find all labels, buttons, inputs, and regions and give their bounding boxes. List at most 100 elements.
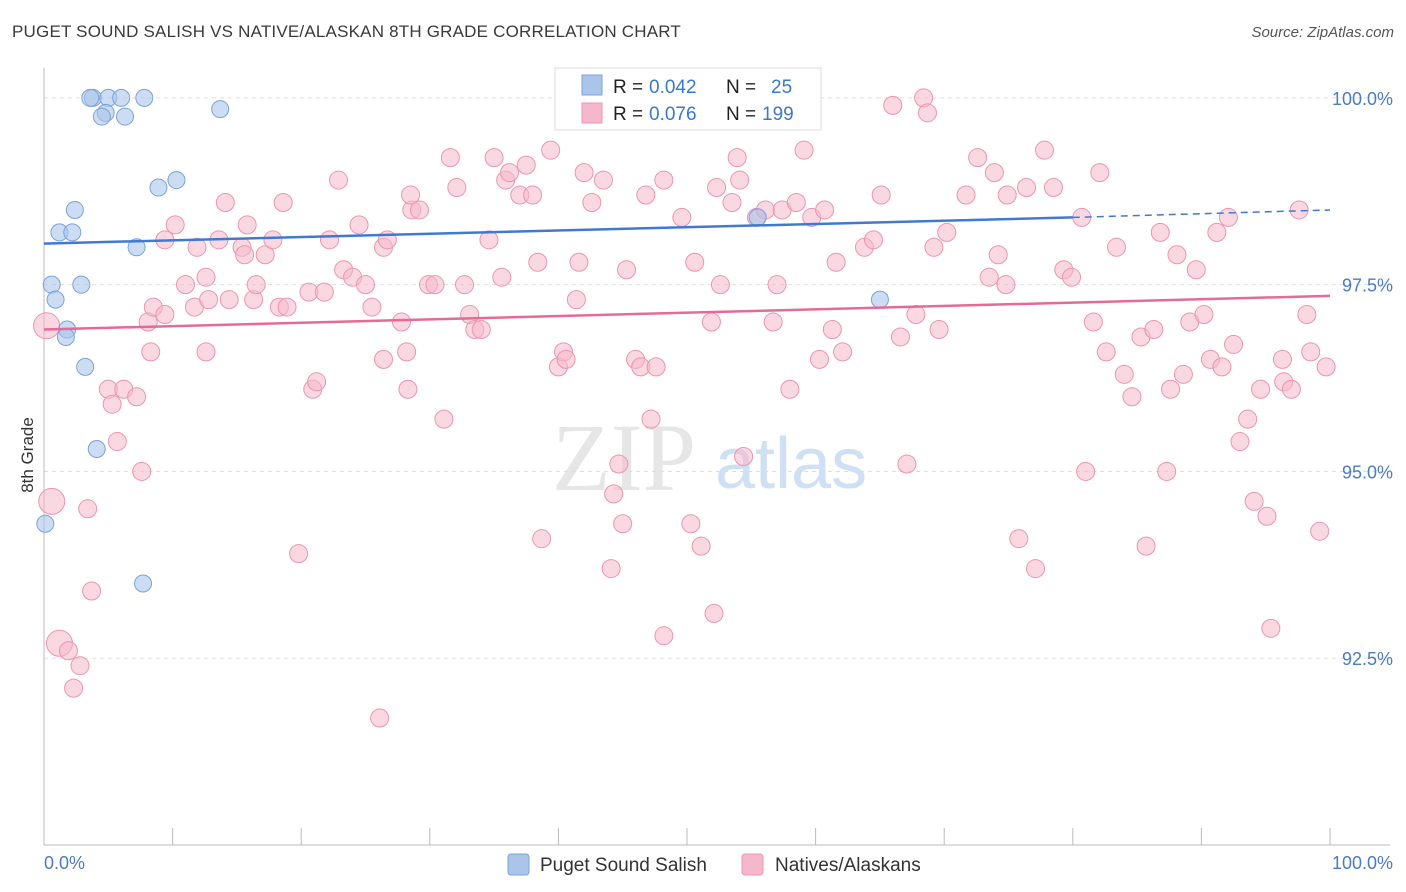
data-point-natives-alaskans (1017, 178, 1037, 198)
data-point-puget-sound-salish (135, 88, 154, 107)
data-point-natives-alaskans (968, 148, 988, 168)
data-point-natives-alaskans (1150, 222, 1170, 242)
data-point-natives-alaskans (196, 342, 216, 362)
data-point-natives-alaskans (516, 155, 536, 175)
data-point-natives-alaskans (215, 192, 235, 212)
data-point-natives-alaskans (701, 312, 721, 332)
data-point-natives-alaskans (1157, 461, 1177, 481)
chart-title: PUGET SOUND SALISH VS NATIVE/ALASKAN 8TH… (12, 22, 682, 41)
data-point-natives-alaskans (826, 252, 846, 272)
data-point-natives-alaskans (235, 245, 255, 265)
data-point-natives-alaskans (763, 312, 783, 332)
data-point-natives-alaskans (1194, 305, 1214, 325)
data-point-puget-sound-salish (748, 208, 767, 227)
x-ticks (43, 828, 1331, 845)
data-point-natives-alaskans (822, 319, 842, 339)
data-point-puget-sound-salish (167, 171, 186, 190)
data-point-puget-sound-salish (46, 290, 65, 309)
data-point-puget-sound-salish (92, 107, 111, 126)
data-point-natives-alaskans (906, 305, 926, 325)
data-point-puget-sound-salish (870, 290, 889, 309)
data-point-natives-alaskans (984, 163, 1004, 183)
data-point-natives-alaskans (636, 185, 656, 205)
data-point-natives-alaskans (1316, 357, 1336, 377)
data-point-natives-alaskans (617, 260, 637, 280)
data-point-natives-alaskans (1107, 237, 1127, 257)
data-point-natives-alaskans (447, 178, 467, 198)
data-point-natives-alaskans (593, 170, 613, 190)
data-point-puget-sound-salish (81, 88, 100, 107)
data-point-natives-alaskans (863, 230, 883, 250)
data-point-natives-alaskans (722, 192, 742, 212)
y-tick-label: 100.0% (1332, 89, 1393, 109)
data-point-natives-alaskans (786, 192, 806, 212)
data-point-natives-alaskans (1114, 364, 1134, 384)
data-point-natives-alaskans (349, 215, 369, 235)
data-point-natives-alaskans (492, 267, 512, 287)
data-point-natives-alaskans (64, 678, 84, 698)
legend-r-label-blue: R = (613, 77, 643, 98)
data-point-natives-alaskans (1161, 379, 1181, 399)
series-natives-alaskans (33, 88, 1336, 728)
data-point-natives-alaskans (362, 297, 382, 317)
data-point-natives-alaskans (1076, 461, 1096, 481)
data-point-natives-alaskans (523, 185, 543, 205)
data-point-natives-alaskans (685, 252, 705, 272)
data-point-natives-alaskans (78, 499, 98, 519)
trend-line-puget-sound-salish (43, 216, 1073, 245)
data-point-natives-alaskans (425, 275, 445, 295)
data-point-natives-alaskans (1144, 319, 1164, 339)
trend-line-extension-puget-sound-salish (1072, 209, 1331, 219)
trend-line-natives-alaskans (43, 294, 1331, 331)
data-point-natives-alaskans (1122, 387, 1142, 407)
legend-n-value-pink: 199 (762, 104, 794, 125)
legend-swatch-pink (581, 102, 603, 124)
data-point-puget-sound-salish (56, 327, 75, 346)
data-point-natives-alaskans (314, 282, 334, 302)
data-point-natives-alaskans (273, 192, 293, 212)
data-point-natives-alaskans (734, 447, 754, 466)
data-point-natives-alaskans (263, 230, 283, 250)
data-point-natives-alaskans (937, 222, 957, 242)
data-point-natives-alaskans (704, 603, 724, 623)
data-point-natives-alaskans (175, 275, 195, 295)
data-point-natives-alaskans (370, 708, 390, 728)
bottom-legend-swatch-blue (507, 853, 530, 876)
data-point-natives-alaskans (956, 185, 976, 205)
data-point-natives-alaskans (155, 305, 175, 325)
data-point-natives-alaskans (727, 148, 747, 168)
data-point-natives-alaskans (1257, 506, 1277, 526)
legend-n-label-blue: N = (726, 77, 756, 98)
data-point-natives-alaskans (374, 349, 394, 369)
y-tick-labels: 92.5% 95.0% 97.5% 100.0% (1332, 89, 1393, 669)
data-point-natives-alaskans (289, 544, 309, 564)
data-point-natives-alaskans (70, 656, 90, 676)
data-point-natives-alaskans (809, 349, 829, 369)
data-point-natives-alaskans (199, 290, 219, 310)
data-point-natives-alaskans (141, 342, 161, 362)
data-point-puget-sound-salish (112, 88, 131, 107)
data-point-natives-alaskans (1173, 364, 1193, 384)
data-point-natives-alaskans (1310, 521, 1330, 541)
data-point-natives-alaskans (500, 163, 520, 183)
data-point-natives-alaskans (33, 312, 61, 340)
data-point-natives-alaskans (917, 103, 937, 123)
data-point-natives-alaskans (780, 379, 800, 399)
data-point-natives-alaskans (440, 148, 460, 168)
axes (43, 68, 1390, 846)
data-point-natives-alaskans (58, 641, 78, 661)
data-point-natives-alaskans (246, 275, 266, 295)
bottom-legend-label-pink: Natives/Alaskans (775, 855, 921, 876)
data-point-natives-alaskans (1044, 178, 1064, 198)
data-point-natives-alaskans (1218, 207, 1238, 227)
data-point-natives-alaskans (277, 297, 297, 317)
legend-n-value-blue: 25 (771, 77, 792, 98)
data-point-natives-alaskans (929, 319, 949, 339)
data-point-natives-alaskans (528, 252, 548, 272)
data-point-natives-alaskans (532, 529, 552, 549)
data-point-puget-sound-salish (211, 100, 230, 119)
data-point-puget-sound-salish (63, 223, 82, 242)
y-tick-label: 92.5% (1342, 649, 1393, 669)
data-point-natives-alaskans (484, 148, 504, 168)
data-point-natives-alaskans (356, 275, 375, 295)
